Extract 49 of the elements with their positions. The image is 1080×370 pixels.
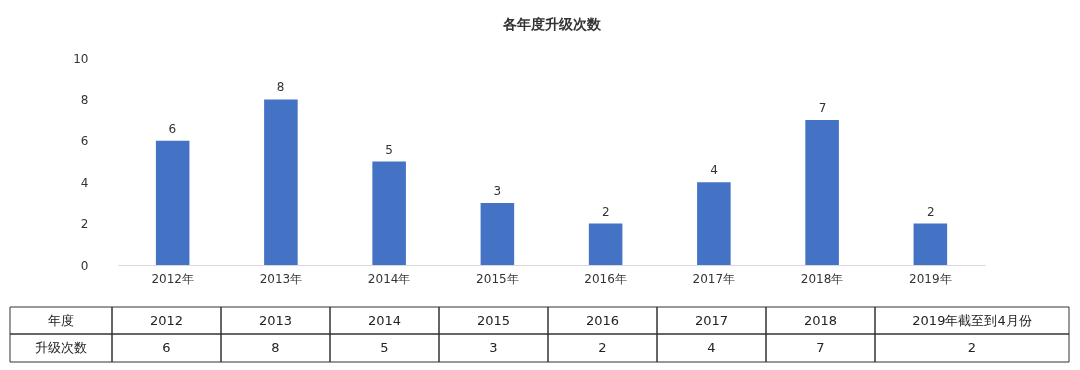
x-tick-label: 2019年 (909, 271, 952, 286)
y-tick-label: 0 (80, 258, 89, 273)
x-tick-label: 2012年 (151, 271, 194, 286)
text: 4 (707, 340, 716, 355)
text: 2015 (476, 312, 511, 328)
text: 2013 (258, 312, 293, 328)
bar (480, 202, 515, 265)
bar (913, 223, 948, 265)
text: 2016 (585, 312, 620, 328)
data-label: 7 (818, 101, 827, 116)
data-label: 8 (276, 80, 285, 95)
data-label: 2 (926, 204, 935, 219)
text: 7 (816, 340, 825, 355)
x-tick-label: 2017年 (692, 271, 736, 286)
x-tick-label: 2013年 (259, 271, 303, 286)
bar (155, 140, 190, 265)
data-label: 2 (601, 204, 610, 219)
y-tick-label: 2 (80, 217, 89, 232)
text: 2018 (803, 312, 838, 328)
data-label: 6 (168, 121, 177, 136)
bar (588, 223, 623, 265)
x-tick-label: 2018年 (800, 271, 844, 286)
text: 5 (380, 340, 389, 355)
x-tick-label: 2015年 (476, 271, 519, 286)
text: 年度 (48, 312, 74, 328)
text: 3 (489, 340, 498, 355)
text: 2012 (149, 312, 184, 328)
y-tick-label: 4 (80, 175, 89, 190)
text: 6 (162, 340, 171, 355)
x-tick-label: 2014年 (367, 271, 411, 286)
text: 升级次数 (35, 340, 87, 355)
chart-title: 各年度升级次数 (501, 16, 602, 32)
x-tick-label: 2016年 (584, 271, 627, 286)
text: 2017 (694, 312, 729, 328)
y-tick-label: 10 (73, 51, 89, 66)
text: 2 (598, 340, 607, 355)
text: 2 (967, 340, 977, 355)
y-tick-label: 8 (80, 92, 89, 107)
data-label: 3 (493, 183, 502, 198)
bar (805, 120, 839, 265)
data-label: 4 (710, 163, 718, 178)
text: 2014 (367, 312, 402, 328)
bar (697, 182, 731, 265)
text: 8 (271, 340, 280, 355)
bar (372, 161, 406, 265)
text: 2019年截至到4月份 (912, 312, 1032, 328)
data-label: 5 (385, 142, 393, 157)
bar (264, 99, 298, 265)
y-tick-label: 6 (80, 134, 89, 149)
